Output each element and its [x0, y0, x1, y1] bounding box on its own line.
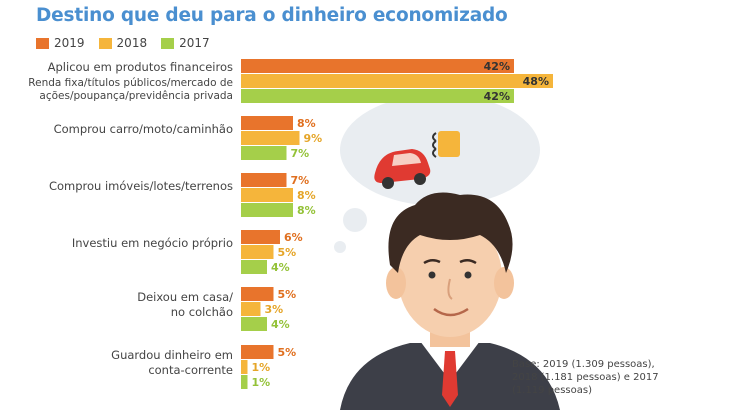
category-label: Comprou carro/moto/caminhão — [54, 122, 233, 136]
bar-2017 — [241, 203, 293, 217]
legend-swatch-2018 — [98, 37, 112, 49]
man-figure — [340, 192, 560, 410]
value-label: 9% — [304, 132, 323, 145]
category-label: Comprou imóveis/lotes/terrenos — [49, 179, 233, 193]
category-label: no colchão — [171, 305, 233, 319]
legend-item-2017: 2017 — [161, 36, 210, 50]
value-label: 5% — [278, 246, 297, 259]
bar-2019 — [241, 287, 274, 301]
legend-item-2019: 2019 — [36, 36, 85, 50]
car-icon — [374, 149, 431, 189]
value-label: 7% — [291, 174, 310, 187]
thought-bubble-dot-large — [343, 208, 367, 232]
value-label: 1% — [252, 376, 271, 389]
bar-2017 — [241, 89, 514, 103]
value-label: 1% — [252, 361, 271, 374]
value-label: 7% — [291, 147, 310, 160]
legend-swatch-2017 — [161, 37, 175, 49]
bar-2019 — [241, 230, 280, 244]
legend-label-2018: 2018 — [116, 36, 148, 50]
value-label: 42% — [484, 60, 510, 73]
bar-2019 — [241, 59, 514, 73]
category-label: Deixou em casa/ — [137, 290, 233, 304]
category-label: ações/poupança/previdência privada — [39, 90, 233, 102]
category-label: Guardou dinheiro em — [111, 348, 233, 362]
bar-2018 — [241, 188, 293, 202]
value-label: 6% — [284, 231, 303, 244]
value-label: 5% — [278, 346, 297, 359]
legend-item-2018: 2018 — [98, 36, 148, 50]
category-label: conta-corrente — [148, 363, 233, 377]
bar-2017 — [241, 317, 267, 331]
value-label: 5% — [278, 288, 297, 301]
bar-2019 — [241, 173, 287, 187]
value-label: 48% — [523, 75, 549, 88]
bar-2018 — [241, 360, 248, 374]
legend-swatch-2019 — [36, 37, 49, 49]
value-label: 8% — [297, 189, 316, 202]
category-label: Aplicou em produtos financeiros — [48, 60, 233, 74]
bag-icon — [432, 131, 460, 158]
thought-bubble-dot-small — [334, 241, 346, 253]
legend-label-2019: 2019 — [54, 36, 85, 50]
value-label: 4% — [271, 318, 290, 331]
bar-2018 — [241, 74, 553, 88]
bar-2018 — [241, 302, 261, 316]
bar-2018 — [241, 131, 300, 145]
bar-2017 — [241, 260, 267, 274]
value-label: 8% — [297, 117, 316, 130]
bar-2019 — [241, 116, 293, 130]
category-label: Renda fixa/títulos públicos/mercado de — [28, 77, 233, 89]
bar-2017 — [241, 375, 248, 389]
base-note: Base: 2019 (1.309 pessoas), 2018 (1.181 … — [512, 359, 659, 396]
chart-title: Destino que deu para o dinheiro economiz… — [36, 5, 508, 26]
value-label: 42% — [484, 90, 510, 103]
value-label: 4% — [271, 261, 290, 274]
bar-2017 — [241, 146, 287, 160]
legend-label-2017: 2017 — [179, 36, 210, 50]
value-label: 8% — [297, 204, 316, 217]
legend: 2019 2018 2017 — [36, 36, 224, 50]
thinking-man-illustration — [334, 95, 560, 410]
category-label: Investiu em negócio próprio — [72, 236, 233, 250]
bar-2018 — [241, 245, 274, 259]
bar-2019 — [241, 345, 274, 359]
value-label: 3% — [265, 303, 284, 316]
